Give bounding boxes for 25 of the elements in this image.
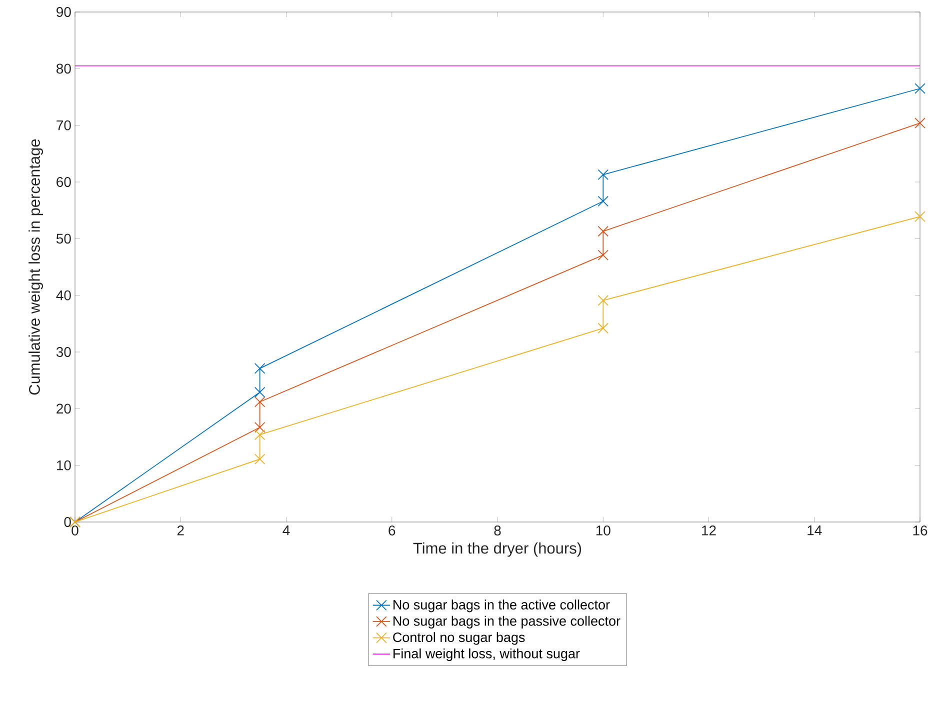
x-tick-label: 12 [702,526,716,536]
legend-label: Final weight loss, without sugar [394,648,580,662]
x-tick-label: 0 [72,526,78,536]
x-tick-label: 8 [494,526,501,536]
x-tick-label: 4 [282,526,290,536]
x-tick-label: 2 [177,526,184,536]
x-tick-label: 10 [596,526,610,536]
x-tick-label: 14 [808,526,822,536]
x-tick-label: 6 [388,526,396,536]
x-tick-label: 16 [913,526,928,536]
y-tick-label: 60 [56,177,71,187]
legend-label: Control no sugar bags [393,632,525,645]
y-tick-label: 50 [56,234,71,244]
y-tick-label: 20 [56,404,71,414]
x-axis-title: Time in the dryer (hours) [413,542,582,557]
y-tick-label: 30 [56,347,71,357]
y-tick-label: 90 [56,7,71,17]
y-tick-label: 10 [56,460,71,470]
y-tick-label: 0 [64,517,71,527]
y-tick-label: 80 [56,64,71,74]
legend-label: No sugar bags in the passive collector [394,616,620,628]
y-axis-title: Cumulative weight loss in percentage [28,139,44,395]
legend-label: No sugar bags in the active collector [394,600,610,612]
y-tick-label: 70 [56,120,71,130]
y-tick-label: 40 [56,290,71,300]
